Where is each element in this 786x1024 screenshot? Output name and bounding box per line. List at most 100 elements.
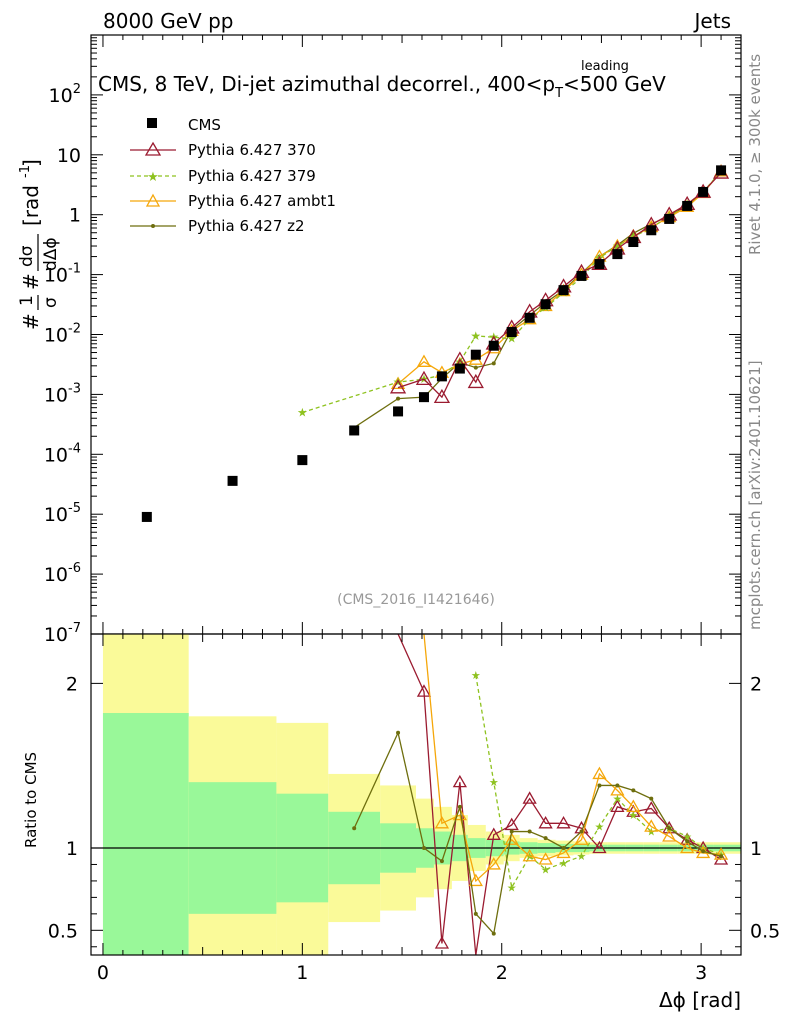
x-axis-label: Δϕ [rad] [659,988,741,1012]
ratio-point-pythia-6-427-z2 [527,829,532,834]
data-point-pythia-6-427-ambt1 [390,376,406,390]
chart-title-superscript: leading [581,59,629,74]
main-y-tick-base: 1 [69,205,81,227]
ratio-point-pythia-6-427-370 [538,815,553,829]
data-point-pythia-6-427-379: ★ [297,405,308,419]
data-point-cms [594,259,605,270]
main-y-tick-base: 10 [44,265,68,287]
ylabel-close: ] [19,159,43,167]
ratio-point-pythia-6-427-z2 [352,826,357,831]
main-y-tick-label: 10-4 [44,441,81,466]
data-point-pythia-6-427-379: ★ [454,355,465,369]
data-point-cms [436,371,447,382]
data-point-cms [576,270,587,281]
data-point-cms [506,327,517,338]
ratio-frame [90,633,742,956]
ylabel-hash2: # [19,273,43,290]
ratio-point-pythia-6-427-379: ★ [577,850,587,863]
ratio-plot-area [91,634,741,955]
data-point-pythia-6-427-z2 [396,396,401,401]
ratio-point-pythia-6-427-379: ★ [612,793,622,806]
main-y-tick-base: 10 [44,384,68,406]
data-point-cms [628,237,639,248]
data-point-cms [716,165,727,176]
ratio-point-pythia-6-427-ambt1 [504,832,519,845]
data-point-pythia-6-427-370 [389,379,407,394]
ratio-point-pythia-6-427-z2 [509,829,514,834]
ratio-point-pythia-6-427-370 [662,820,677,834]
main-y-tick-exp: -4 [68,441,81,456]
ratio-line-pythia-6-427-379 [475,675,722,890]
data-point-cms [141,511,152,522]
ratio-point-pythia-6-427-ambt1 [662,829,677,842]
ratio-point-pythia-6-427-ambt1 [522,848,537,862]
main-y-tick-label: 102 [49,82,81,107]
ratio-point-pythia-6-427-z2 [649,796,654,801]
ratio-point-pythia-6-427-ambt1 [644,819,659,832]
ratio-point-pythia-6-427-ambt1 [610,783,625,796]
ylabel-sigma: σ [41,297,61,308]
svg-text:★: ★ [147,170,159,185]
ratio-point-pythia-6-427-370 [556,815,571,829]
legend-marker-379: ★ [130,170,176,185]
data-point-pythia-6-427-370 [467,373,484,389]
data-point-cms [540,299,551,310]
ratio-point-pythia-6-427-ambt1 [556,845,571,859]
ratio-point-pythia-6-427-370 [504,817,519,831]
ratio-point-pythia-6-427-370 [644,801,659,814]
ratio-point-pythia-6-427-379: ★ [698,842,708,855]
main-y-tick-base: 10 [49,85,73,107]
ratio-point-pythia-6-427-370 [416,684,432,697]
data-point-pythia-6-427-z2 [473,365,478,370]
main-y-tick-exp: -2 [68,322,81,337]
ratio-point-pythia-6-427-z2 [491,931,496,936]
legend-marker-z2 [130,224,176,228]
ratio-y-tick-label-right: 0.5 [750,920,780,942]
ratio-point-pythia-6-427-370 [592,840,607,854]
data-point-cms [682,200,693,211]
ratio-point-pythia-6-427-379: ★ [628,809,638,822]
ratio-point-pythia-6-427-379: ★ [594,821,604,834]
main-y-tick-exp: -1 [68,262,81,277]
main-ylabel: # 1 σ # dσ dΔϕ [rad -1 ] [17,159,61,330]
chart-title: CMS, 8 TeV, Di-jet azimuthal decorrel., … [98,72,666,101]
legend-label-cms: CMS [188,116,221,134]
data-point-cms [558,285,569,296]
ratio-y-tick-label-right: 2 [750,673,762,695]
data-point-cms [227,475,238,486]
data-point-cms [418,392,429,403]
main-y-tick-exp: 2 [73,82,81,97]
ratio-point-pythia-6-427-z2 [615,783,620,788]
ratio-point-pythia-6-427-379: ★ [507,882,517,895]
data-point-pythia-6-427-z2 [491,361,496,366]
ratio-y-tick-label: 0.5 [48,920,78,942]
data-point-cms [470,349,481,360]
main-y-tick-exp: -5 [68,501,81,516]
ratio-point-pythia-6-427-ambt1 [434,815,450,829]
main-y-tick-label: 10-7 [44,621,81,646]
ratio-point-pythia-6-427-370 [452,774,467,788]
ylabel-hash1: # [19,313,43,330]
main-y-tick-label: 10-5 [44,501,81,526]
ratio-point-pythia-6-427-ambt1 [592,766,607,780]
ratio-point-pythia-6-427-ambt1 [574,832,589,845]
ratio-point-pythia-6-427-z2 [473,911,478,916]
x-tick-label: 3 [695,962,707,984]
main-y-tick-base: 10 [44,624,68,646]
data-point-pythia-6-427-370 [415,370,433,386]
legend-label-370: Pythia 6.427 370 [188,141,316,159]
data-point-cms [349,425,360,436]
ratio-y-tick-label-right: 1 [750,838,762,860]
main-y-tick-base: 10 [44,564,68,586]
legend: CMS Pythia 6.427 370 ★ Pythia 6.427 379 … [130,116,336,235]
ratio-line-pythia-6-427-370 [397,633,722,956]
data-point-cms [524,312,535,323]
ratio-y-tick-label: 2 [66,673,78,695]
legend-label-ambt1: Pythia 6.427 ambt1 [188,192,336,210]
ratio-point-pythia-6-427-379: ★ [541,863,551,876]
series-line-pythia-6-427-379 [302,170,722,414]
ratio-point-pythia-6-427-z2 [667,826,672,831]
legend-marker-370 [130,141,176,156]
ratio-point-pythia-6-427-ambt1 [486,857,501,870]
